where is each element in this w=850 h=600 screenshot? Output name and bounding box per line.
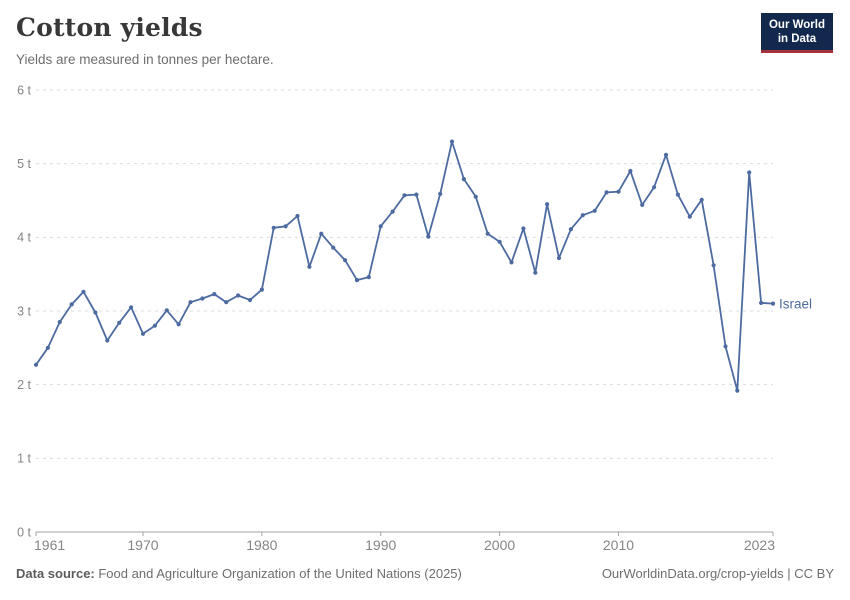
x-axis-tick-label: 2000 <box>484 537 515 553</box>
data-point <box>390 209 395 214</box>
footer-link[interactable]: OurWorldinData.org/crop-yields <box>601 566 784 581</box>
y-axis-tick-label: 1 t <box>17 452 31 466</box>
data-point <box>414 192 419 197</box>
data-point <box>307 264 312 269</box>
data-point <box>640 202 645 207</box>
data-point <box>461 177 466 182</box>
data-point <box>485 231 490 236</box>
data-point <box>628 168 633 174</box>
data-point <box>509 260 514 265</box>
y-axis-tick-label: 5 t <box>17 157 31 171</box>
data-point <box>81 289 86 294</box>
data-point <box>343 258 348 263</box>
data-point <box>69 302 74 307</box>
data-point <box>105 338 110 343</box>
data-point <box>438 191 443 196</box>
y-axis-tick-label: 4 t <box>17 231 31 245</box>
data-point <box>188 300 193 305</box>
data-point <box>295 213 300 219</box>
data-point <box>770 301 776 306</box>
data-point <box>759 300 764 305</box>
data-point <box>616 189 621 194</box>
data-point <box>366 275 371 280</box>
data-point <box>176 322 181 327</box>
data-source-text: Food and Agriculture Organization of the… <box>94 566 462 581</box>
data-point <box>675 192 681 197</box>
y-axis-tick-label: 3 t <box>17 304 31 318</box>
data-point <box>164 308 169 313</box>
data-point <box>521 226 526 231</box>
page-subtitle: Yields are measured in tonnes per hectar… <box>16 52 274 67</box>
y-axis-tick-label: 2 t <box>17 378 31 392</box>
chart-footer: Data source: Food and Agriculture Organi… <box>16 566 834 581</box>
data-point <box>568 227 574 232</box>
data-point <box>747 170 752 175</box>
data-point <box>140 331 146 336</box>
data-point <box>711 263 716 268</box>
y-axis-tick-label: 6 t <box>17 83 31 97</box>
owid-logo-line1: Our World <box>768 19 825 31</box>
data-point <box>723 344 728 349</box>
data-point <box>426 234 431 239</box>
data-point <box>152 323 157 328</box>
owid-logo[interactable]: Our World in Data <box>760 13 833 54</box>
series-label-israel: Israel <box>779 296 812 311</box>
x-axis-tick-label: 2010 <box>603 537 634 553</box>
data-point <box>331 245 336 250</box>
series-line-israel[interactable] <box>35 140 774 392</box>
data-point <box>45 345 51 350</box>
data-point <box>663 152 669 157</box>
footer-separator: | <box>783 566 795 581</box>
x-axis-tick-label: 2023 <box>744 537 775 553</box>
data-point <box>556 255 562 261</box>
data-point <box>545 202 550 207</box>
y-axis-tick-label: 0 t <box>17 525 31 539</box>
data-point <box>687 214 692 219</box>
data-point <box>497 239 502 244</box>
data-point <box>129 305 134 310</box>
data-point <box>533 270 538 275</box>
data-point <box>402 193 407 198</box>
data-point <box>473 194 478 199</box>
data-point <box>592 208 597 213</box>
data-point <box>259 287 264 292</box>
x-axis-tick-label: 1961 <box>34 537 65 553</box>
x-axis-tick-label: 1990 <box>365 537 396 553</box>
data-point <box>271 225 276 230</box>
data-point <box>224 300 229 305</box>
data-point <box>354 278 360 283</box>
data-point <box>200 296 205 301</box>
data-point <box>319 231 324 236</box>
data-point <box>236 293 241 298</box>
data-point <box>699 197 704 202</box>
x-axis-tick-label: 1980 <box>246 537 277 553</box>
data-point <box>652 185 657 190</box>
data-point <box>449 139 455 144</box>
data-point <box>117 320 122 325</box>
data-point <box>93 310 98 315</box>
data-point <box>735 388 740 393</box>
data-point <box>212 292 217 297</box>
footer-citation: OurWorldinData.org/crop-yields | CC BY <box>602 566 834 581</box>
data-point <box>247 297 253 303</box>
data-point <box>283 224 288 229</box>
data-point <box>378 224 383 229</box>
owid-logo-line2: in Data <box>777 33 817 46</box>
x-axis-tick-label: 1970 <box>127 537 158 553</box>
data-point <box>580 213 585 218</box>
data-point <box>33 362 39 367</box>
footer-license: CC BY <box>794 566 834 581</box>
data-point <box>604 190 609 195</box>
page-title: Cotton yields <box>16 13 203 42</box>
data-point <box>57 319 62 325</box>
data-source-label: Data source: <box>16 566 95 581</box>
data-source-note: Data source: Food and Agriculture Organi… <box>16 566 462 581</box>
